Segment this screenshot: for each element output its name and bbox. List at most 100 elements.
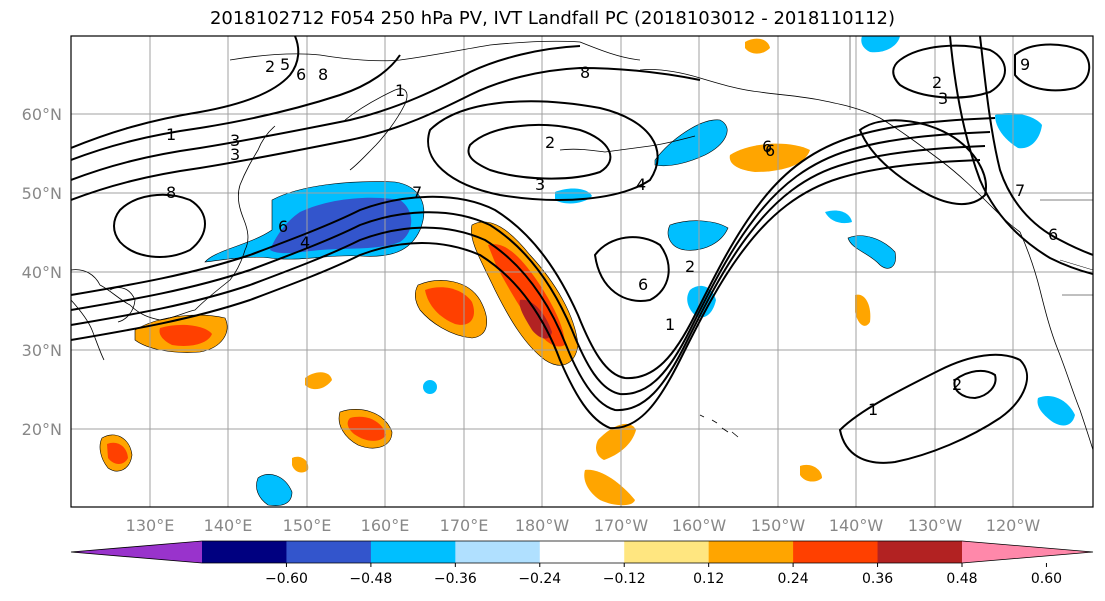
pos-anomaly-dateline-inner (519, 299, 552, 339)
neg-anomaly-bering (654, 119, 728, 167)
kamchatka-coast (344, 88, 408, 171)
latitude-labels: 60°N 50°N 40°N 30°N 20°N (22, 105, 62, 439)
colorbar-tick-label: −0.12 (603, 571, 646, 587)
colorbar-segment (455, 541, 541, 563)
colorbar: −0.60 −0.48 −0.36 −0.24 −0.12 0.12 0.24 0.36 0.4… (70, 540, 1094, 587)
colorbar-extend-high (962, 541, 1093, 563)
contour-label: 7 (1015, 181, 1025, 200)
contour-low-c (467, 124, 612, 180)
hawaii (699, 414, 739, 438)
lat-label: 50°N (22, 184, 62, 203)
colorbar-segment (877, 541, 963, 563)
pos-anomaly-ne-small (745, 38, 770, 54)
lon-label: 130°E (126, 516, 175, 535)
contour-label: 9 (1020, 55, 1030, 74)
contour-label: 3 (938, 89, 948, 108)
colorbar-segment (624, 541, 710, 563)
contour-loop-c (1014, 43, 1091, 92)
pos-anomaly-ep2 (305, 372, 332, 390)
contour-label: 3 (535, 175, 545, 194)
lon-label: 160°W (672, 516, 727, 535)
colorbar-segment (370, 541, 456, 563)
contour-north-1 (71, 66, 701, 201)
lon-label: 180°W (515, 516, 570, 535)
lon-label: 170°W (594, 516, 649, 535)
pos-anomaly-ep3 (800, 464, 822, 482)
colorbar-tick-label: −0.48 (349, 571, 392, 587)
neg-anomaly-central (667, 220, 729, 251)
neg-anomaly-baja (1037, 395, 1075, 426)
contour-label: 3 (230, 145, 240, 164)
colorbar-tick-label: 0.48 (946, 571, 977, 587)
pos-anomaly-hawaii (596, 423, 636, 460)
colorbar-tick-label: −0.24 (518, 571, 561, 587)
contour-jet-1 (71, 159, 981, 430)
colorbar-tick-label: 0.12 (693, 571, 724, 587)
borders (849, 36, 1093, 296)
contour-low-w (113, 193, 206, 258)
contour-label: 6 (296, 65, 306, 84)
neg-anomaly-dot (423, 380, 437, 394)
contour-low-c2 (427, 100, 659, 201)
contour-label: 3 (230, 131, 240, 150)
lat-label: 20°N (22, 420, 62, 439)
pos-anomaly-ep (855, 294, 871, 326)
contour-loop-b (892, 44, 1006, 99)
na-coast (1019, 231, 1093, 451)
contour-north-3 (71, 54, 401, 161)
alaska-coast (639, 69, 1021, 233)
neg-anomaly-sw (256, 474, 293, 506)
contour-label: 1 (868, 400, 878, 419)
lon-label: 160°E (361, 516, 410, 535)
contour-label: 8 (580, 63, 590, 82)
contour-north-4 (71, 36, 300, 149)
colorbar-segment (793, 541, 879, 563)
contour-loop-a (593, 236, 670, 302)
colorbar-tick-label: −0.60 (265, 571, 308, 587)
pv-shading (99, 36, 1075, 506)
contour-east-2 (949, 36, 1093, 275)
contour-east (979, 36, 1093, 256)
longitude-labels: 130°E 140°E 150°E 160°E 170°E 180°W 170°… (126, 516, 1041, 535)
contour-label: 1 (395, 81, 405, 100)
pos-anomaly-japan-core (159, 324, 212, 346)
korea-coast (109, 287, 136, 323)
neg-anomaly-ne (847, 235, 896, 269)
lon-label: 170°E (440, 516, 489, 535)
contour-label: 2 (265, 57, 275, 76)
colorbar-segment (708, 541, 794, 563)
lat-label: 40°N (22, 263, 62, 282)
lon-label: 140°E (204, 516, 253, 535)
contour-label: 5 (280, 55, 290, 74)
map-frame (70, 35, 1094, 508)
contour-label: 7 (412, 183, 422, 202)
contour-jet-2 (71, 145, 986, 412)
pos-anomaly-alaska (729, 143, 810, 172)
colorbar-outline (70, 540, 1094, 564)
lon-label: 130°W (908, 516, 963, 535)
colorbar-tick-label: 0.36 (862, 571, 893, 587)
pos-anomaly-sw-core (107, 442, 128, 464)
contour-south-1 (838, 353, 1029, 464)
neg-anomaly-east (825, 210, 852, 224)
colorbar-tick-label: 0.24 (778, 571, 809, 587)
siberia-coast (229, 40, 641, 62)
colorbar-segment (539, 541, 625, 563)
contour-jet-4 (71, 117, 996, 380)
contour-label: 8 (318, 65, 328, 84)
neg-anomaly-kuril-core (270, 197, 412, 254)
neg-anomaly-gulf (995, 113, 1042, 149)
contour-label: 2 (545, 133, 555, 152)
pos-anomaly-ep4 (292, 456, 309, 473)
lon-label: 120°W (986, 516, 1041, 535)
contour-label: 6 (278, 217, 288, 236)
contour-loop-d (858, 119, 987, 206)
colorbar-extend-low (71, 541, 202, 563)
pos-anomaly-low (584, 469, 635, 506)
lon-label: 140°W (829, 516, 884, 535)
contour-labels: 1 2 3 4 5 6 8 1 2 3 6 7 2 3 4 6 1 2 1 6 … (166, 55, 1058, 419)
contour-label: 1 (665, 315, 675, 334)
lon-label: 150°W (751, 516, 806, 535)
coastlines (71, 36, 1093, 451)
